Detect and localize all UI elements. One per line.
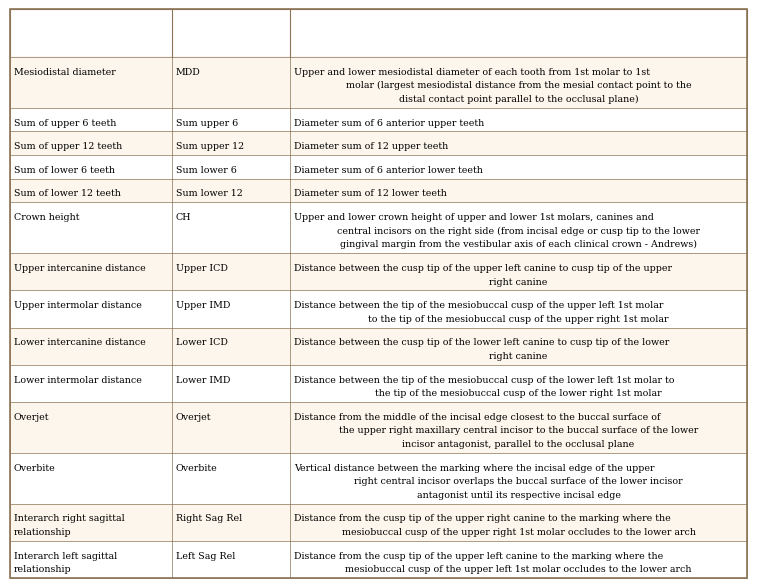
Text: Overjet: Overjet [14, 413, 49, 422]
Text: Sum lower 12: Sum lower 12 [176, 189, 242, 199]
Text: right central incisor overlaps the buccal surface of the lower incisor: right central incisor overlaps the bucca… [354, 477, 683, 486]
Text: Diameter sum of 6 anterior lower teeth: Diameter sum of 6 anterior lower teeth [294, 166, 483, 175]
Text: distal contact point parallel to the occlusal plane): distal contact point parallel to the occ… [399, 95, 638, 104]
Text: molar (largest mesiodistal distance from the mesial contact point to the: molar (largest mesiodistal distance from… [346, 81, 691, 91]
Text: Upper ICD: Upper ICD [176, 264, 228, 273]
Text: Crown height: Crown height [14, 213, 79, 222]
Text: Upper and lower mesiodistal diameter of each tooth from 1st molar to 1st: Upper and lower mesiodistal diameter of … [294, 68, 650, 77]
Text: Distance between the cusp tip of the lower left canine to cusp tip of the lower: Distance between the cusp tip of the low… [294, 338, 669, 347]
Text: Diameter sum of 6 anterior upper teeth: Diameter sum of 6 anterior upper teeth [294, 119, 484, 127]
Text: Diameter sum of 12 lower teeth: Diameter sum of 12 lower teeth [294, 189, 447, 199]
Text: Sum lower 6: Sum lower 6 [176, 166, 237, 175]
Text: Lower IMD: Lower IMD [176, 376, 230, 385]
Text: antagonist until its respective incisal edge: antagonist until its respective incisal … [416, 491, 621, 500]
Text: CH: CH [176, 213, 192, 222]
Text: to the tip of the mesiobuccal cusp of the upper right 1st molar: to the tip of the mesiobuccal cusp of th… [369, 315, 669, 324]
Text: the upper right maxillary central incisor to the buccal surface of the lower: the upper right maxillary central inciso… [339, 426, 698, 436]
Text: Overjet: Overjet [176, 413, 211, 422]
Text: relationship: relationship [14, 565, 71, 574]
Text: Vertical distance between the marking where the incisal edge of the upper: Vertical distance between the marking wh… [294, 464, 654, 472]
Text: Definition: Definition [488, 27, 550, 39]
Text: Lower intermolar distance: Lower intermolar distance [14, 376, 142, 385]
Text: Distance from the cusp tip of the upper right canine to the marking where the: Distance from the cusp tip of the upper … [294, 515, 671, 523]
Text: MDD: MDD [176, 68, 201, 77]
Text: Sum upper 6: Sum upper 6 [176, 119, 238, 127]
Text: Lower intercanine distance: Lower intercanine distance [14, 338, 145, 347]
Text: Diameter sum of 12 upper teeth: Diameter sum of 12 upper teeth [294, 142, 448, 151]
Text: Sum of lower 6 teeth: Sum of lower 6 teeth [14, 166, 114, 175]
Text: Distance from the cusp tip of the upper left canine to the marking where the: Distance from the cusp tip of the upper … [294, 552, 663, 561]
Text: Upper IMD: Upper IMD [176, 301, 230, 310]
Text: Distance between the cusp tip of the upper left canine to cusp tip of the upper: Distance between the cusp tip of the upp… [294, 264, 671, 273]
Text: Right Sag Rel: Right Sag Rel [176, 515, 242, 523]
Text: Overbite: Overbite [176, 464, 217, 472]
Text: Lower ICD: Lower ICD [176, 338, 228, 347]
Text: Interarch left sagittal: Interarch left sagittal [14, 552, 117, 561]
Text: Interarch right sagittal: Interarch right sagittal [14, 515, 124, 523]
Text: right canine: right canine [490, 352, 548, 361]
Text: Upper intercanine distance: Upper intercanine distance [14, 264, 145, 273]
Text: Sum of lower 12 teeth: Sum of lower 12 teeth [14, 189, 120, 199]
Text: mesiobuccal cusp of the upper left 1st molar occludes to the lower arch: mesiobuccal cusp of the upper left 1st m… [345, 565, 692, 574]
Text: Distance from the middle of the incisal edge closest to the buccal surface of: Distance from the middle of the incisal … [294, 413, 660, 422]
Text: mesiobuccal cusp of the upper right 1st molar occludes to the lower arch: mesiobuccal cusp of the upper right 1st … [341, 528, 696, 537]
Text: Upper and lower crown height of upper and lower 1st molars, canines and: Upper and lower crown height of upper an… [294, 213, 654, 222]
Text: Distance between the tip of the mesiobuccal cusp of the upper left 1st molar: Distance between the tip of the mesiobuc… [294, 301, 663, 310]
Text: Distance between the tip of the mesiobuccal cusp of the lower left 1st molar to: Distance between the tip of the mesiobuc… [294, 376, 674, 385]
Text: Mesiodistal diameter: Mesiodistal diameter [14, 68, 115, 77]
Text: relationship: relationship [14, 528, 71, 537]
Text: central incisors on the right side (from incisal edge or cusp tip to the lower: central incisors on the right side (from… [337, 227, 700, 236]
Text: gingival margin from the vestibular axis of each clinical crown - Andrews): gingival margin from the vestibular axis… [340, 240, 697, 249]
Text: Overbite: Overbite [14, 464, 55, 472]
Text: Abbreviation: Abbreviation [192, 27, 270, 39]
Text: incisor antagonist, parallel to the occlusal plane: incisor antagonist, parallel to the occl… [403, 440, 634, 449]
Text: Parameter: Parameter [59, 27, 123, 39]
Text: Left Sag Rel: Left Sag Rel [176, 552, 235, 561]
Text: Upper intermolar distance: Upper intermolar distance [14, 301, 142, 310]
Text: Sum upper 12: Sum upper 12 [176, 142, 244, 151]
Text: Sum of upper 6 teeth: Sum of upper 6 teeth [14, 119, 116, 127]
Text: right canine: right canine [490, 277, 548, 287]
Text: the tip of the mesiobuccal cusp of the lower right 1st molar: the tip of the mesiobuccal cusp of the l… [375, 389, 662, 398]
Text: Sum of upper 12 teeth: Sum of upper 12 teeth [14, 142, 122, 151]
